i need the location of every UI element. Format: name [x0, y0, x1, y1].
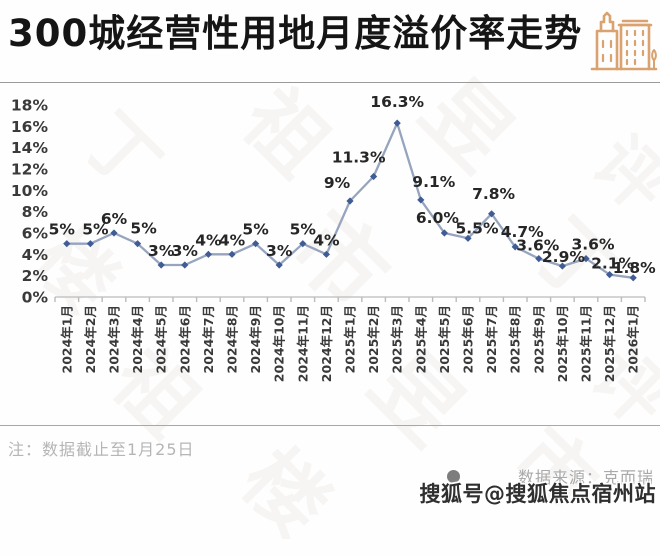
x-axis-category-label: 2025年5月 — [437, 305, 452, 374]
data-point-marker — [134, 240, 142, 248]
sohu-watermark: 搜狐号@搜狐焦点宿州站 — [419, 482, 656, 506]
data-point-label: 11.3% — [332, 148, 386, 166]
data-point-marker — [322, 250, 330, 258]
data-point-marker — [511, 243, 519, 251]
data-point-marker — [464, 234, 472, 242]
x-axis-category-label: 2024年3月 — [107, 305, 122, 374]
y-axis-tick-label: 14% — [11, 139, 49, 157]
y-axis-tick-label: 18% — [11, 97, 49, 115]
data-point-label: 6.0% — [416, 209, 459, 227]
x-axis-category-label: 2024年6月 — [177, 305, 192, 374]
page-title: 300城经营性用地月度溢价率走势 — [8, 12, 583, 55]
y-axis-tick-label: 6% — [22, 225, 49, 243]
background-watermark-glyph: 楼 — [224, 431, 347, 554]
data-point-label: 3% — [172, 242, 199, 260]
data-point-marker — [252, 240, 260, 248]
x-axis-category-label: 2024年5月 — [154, 305, 169, 374]
data-point-label: 5.5% — [456, 219, 499, 237]
data-point-marker — [275, 261, 283, 269]
data-point-label: 16.3% — [370, 93, 424, 111]
footnote: 注：数据截止至1月25日 — [8, 440, 195, 459]
y-axis-tick-label: 0% — [22, 289, 49, 307]
data-point-label: 7.8% — [472, 185, 515, 203]
data-point-marker — [299, 240, 307, 248]
data-point-label: 3% — [266, 242, 293, 260]
y-axis-tick-label: 10% — [11, 182, 49, 200]
data-point-label: 5% — [49, 221, 76, 239]
data-point-marker — [181, 261, 189, 269]
data-point-marker — [86, 240, 94, 248]
y-axis-tick-label: 8% — [22, 203, 49, 221]
x-axis-category-label: 2024年12月 — [319, 305, 334, 382]
data-point-label: 5% — [242, 221, 269, 239]
data-point-marker — [204, 250, 212, 258]
x-axis-category-label: 2024年4月 — [130, 305, 145, 374]
data-point-marker — [157, 261, 165, 269]
x-axis-category-label: 2025年4月 — [413, 305, 428, 374]
x-axis-category-label: 2025年2月 — [366, 305, 381, 374]
data-point-label: 4% — [313, 231, 340, 249]
header-divider — [0, 82, 660, 83]
data-point-label: 4% — [195, 231, 222, 249]
footer-divider — [0, 425, 660, 426]
data-point-label: 4.7% — [501, 223, 544, 241]
x-axis-category-label: 2025年8月 — [508, 305, 523, 374]
data-point-marker — [629, 274, 637, 282]
y-axis-tick-label: 16% — [11, 118, 49, 136]
buildings-icon — [590, 5, 658, 81]
x-axis-category-label: 2025年9月 — [531, 305, 546, 374]
x-axis-category-label: 2024年7月 — [201, 305, 216, 374]
data-point-marker — [63, 240, 71, 248]
data-point-marker — [228, 250, 236, 258]
x-axis-category-label: 2024年8月 — [225, 305, 240, 374]
data-point-marker — [558, 262, 566, 270]
premium-rate-line-chart: 0%2%4%6%8%10%12%14%16%18%5% 5%6%5%3%3%4%4… — [11, 93, 656, 382]
data-source: 数据来源：克而瑞 — [517, 468, 654, 487]
x-axis-category-label: 2024年2月 — [83, 305, 98, 374]
data-point-label: 3% — [148, 242, 175, 260]
x-axis-category-label: 2024年9月 — [248, 305, 263, 374]
data-point-label: 5% — [290, 221, 317, 239]
x-axis-category-label: 2024年10月 — [272, 305, 287, 382]
x-axis-category-label: 2025年10月 — [555, 305, 570, 382]
data-point-marker — [488, 210, 496, 218]
x-axis-category-label: 2025年12月 — [602, 305, 617, 382]
y-axis-tick-label: 2% — [22, 267, 49, 285]
x-axis-category-label: 2026年1月 — [626, 305, 641, 374]
chart-area: 0% 2% 4% 6% 8% 10% 12% 14% 16% 18% 5% 5% 6% 5% 3% 3% 4% 4… — [0, 88, 660, 406]
x-axis-category-label: 2025年6月 — [461, 305, 476, 374]
data-point-label: 2.1% — [591, 255, 634, 273]
data-point-label: 6% — [101, 210, 128, 228]
y-axis-tick-label: 12% — [11, 161, 49, 179]
data-point-marker — [440, 229, 448, 237]
data-point-label: 5% — [130, 220, 157, 238]
data-point-marker — [346, 197, 354, 205]
y-axis-tick-label: 4% — [22, 246, 49, 264]
data-point-label: 9.1% — [412, 173, 455, 191]
circle-bullet-icon — [447, 470, 460, 483]
data-point-label: 1.8% — [613, 259, 656, 277]
data-point-marker — [393, 119, 401, 127]
data-point-label: 3.6% — [516, 237, 559, 255]
data-point-label: 4% — [219, 231, 246, 249]
x-axis-category-label: 2024年1月 — [59, 305, 74, 374]
data-point-marker — [110, 229, 118, 237]
data-point-marker — [370, 172, 378, 181]
x-axis-category-label: 2024年11月 — [295, 305, 310, 382]
header: 300城经营性用地月度溢价率走势 — [0, 0, 660, 84]
data-point-label: 5% — [82, 221, 109, 239]
x-axis-category-label: 2025年1月 — [343, 305, 358, 374]
data-point-label: 2.9% — [542, 248, 585, 266]
data-point-label: 9% — [324, 174, 351, 192]
x-axis-category-label: 2025年7月 — [484, 305, 499, 374]
x-axis-category-label: 2025年3月 — [390, 305, 405, 374]
data-point-label: 3.6% — [572, 236, 615, 254]
x-axis-category-label: 2025年11月 — [579, 305, 594, 382]
